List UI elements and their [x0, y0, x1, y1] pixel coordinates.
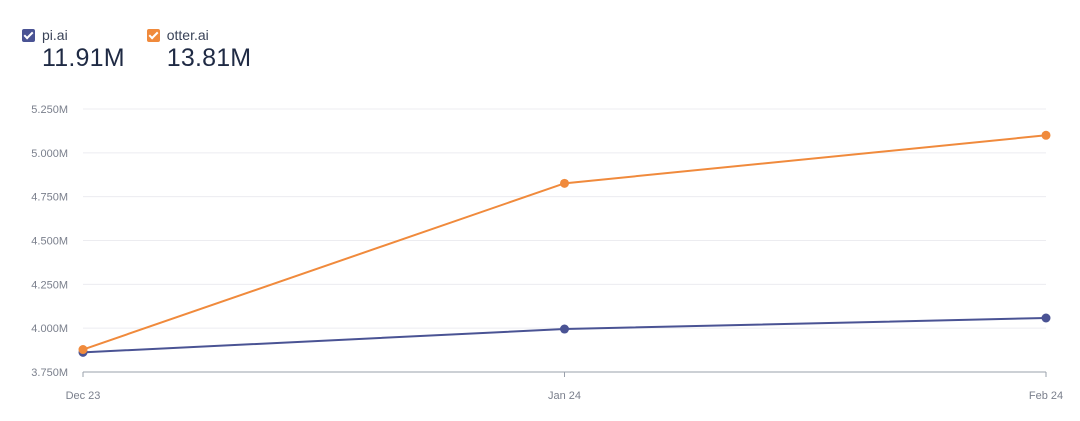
- y-tick-label: 3.750M: [31, 367, 68, 379]
- data-point-otter-ai[interactable]: [78, 345, 88, 355]
- y-tick-label: 4.000M: [31, 323, 68, 335]
- chart-legend: pi.ai 11.91M otter.ai 13.81M: [22, 26, 251, 73]
- legend-total-pi-ai: 11.91M: [42, 44, 125, 72]
- y-tick-label: 4.250M: [31, 279, 68, 291]
- legend-item-otter-ai[interactable]: otter.ai 13.81M: [146, 26, 252, 73]
- data-point-otter-ai[interactable]: [560, 178, 569, 188]
- data-point-pi-ai[interactable]: [560, 324, 569, 334]
- y-tick-label: 4.500M: [31, 236, 68, 248]
- y-tick-label: 5.250M: [31, 104, 68, 116]
- data-point-otter-ai[interactable]: [1041, 130, 1051, 140]
- series-line-otter-ai: [82, 134, 1047, 351]
- y-tick-label: 4.750M: [31, 192, 68, 204]
- x-tick-label: Feb 24: [1029, 390, 1063, 402]
- legend-total-otter-ai: 13.81M: [166, 44, 252, 72]
- otter-ai-checkbox-icon[interactable]: [146, 28, 160, 42]
- series-line-pi-ai: [82, 316, 1047, 354]
- x-tick-label: Jan 24: [548, 390, 581, 402]
- y-tick-label: 5.000M: [31, 148, 68, 160]
- legend-item-pi-ai[interactable]: pi.ai 11.91M: [22, 26, 125, 73]
- pi-ai-checkbox-icon[interactable]: [22, 28, 35, 42]
- data-point-pi-ai[interactable]: [1041, 313, 1051, 323]
- legend-label-pi-ai: pi.ai: [42, 27, 68, 43]
- x-tick-label: Dec 23: [66, 390, 101, 402]
- legend-label-otter-ai: otter.ai: [166, 27, 209, 43]
